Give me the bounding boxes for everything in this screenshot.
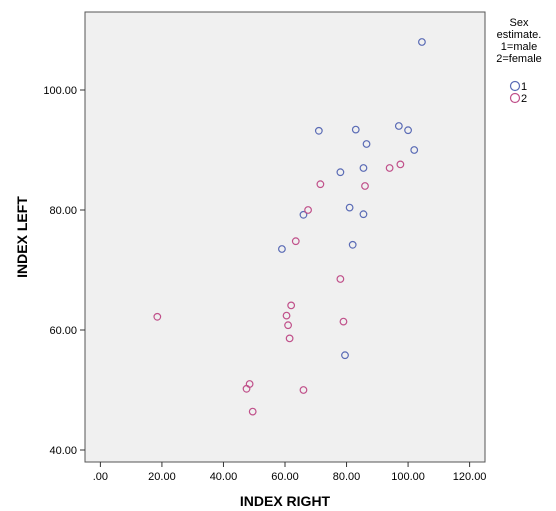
legend-label-series-2: 2 [521, 93, 527, 105]
x-tick-label: 120.00 [453, 471, 487, 483]
y-tick-label: 80.00 [49, 205, 77, 217]
legend-title-line: Sex [510, 17, 529, 29]
data-points [153, 38, 426, 416]
data-point-series-1 [418, 38, 426, 46]
y-axis: 40.00 60.00 80.00 100.00 [43, 85, 85, 457]
data-point-series-2 [304, 206, 312, 214]
data-point-series-2 [385, 164, 394, 172]
data-point-series-2 [153, 312, 162, 321]
x-tick-label: 80.00 [333, 471, 361, 483]
data-point-series-1 [394, 122, 403, 130]
data-point-series-1 [359, 210, 368, 219]
x-tick-label: 60.00 [271, 471, 299, 483]
data-point-series-2 [248, 407, 257, 416]
data-point-series-1 [351, 125, 360, 134]
y-tick-label: 100.00 [43, 85, 77, 97]
x-tick-label: 100.00 [391, 471, 425, 483]
legend-marker-series-1 [509, 80, 521, 92]
y-tick-label: 60.00 [49, 325, 77, 337]
data-point-series-1 [314, 126, 323, 135]
data-point-series-1 [299, 210, 308, 219]
data-point-series-2 [242, 384, 251, 393]
y-tick-label: 40.00 [49, 445, 77, 457]
data-point-series-2 [361, 182, 369, 190]
x-tick-label: .00 [93, 471, 108, 483]
x-axis: .00 20.00 40.00 60.00 80.00 100.00 120.00 [93, 462, 487, 483]
data-point-series-1 [345, 203, 354, 212]
data-point-series-2 [336, 275, 345, 283]
legend-marker-series-2 [509, 92, 521, 104]
data-point-series-2 [282, 311, 291, 320]
legend-title-line: estimate. [497, 29, 542, 41]
data-point-series-2 [285, 334, 294, 343]
data-point-series-1 [348, 240, 357, 249]
data-point-series-2 [339, 317, 348, 326]
data-point-series-2 [299, 386, 308, 394]
data-point-series-2 [316, 180, 325, 189]
data-point-series-1 [404, 126, 412, 135]
y-axis-title: INDEX LEFT [14, 196, 30, 278]
legend-title-line: 1=male [501, 41, 537, 53]
plot-area [84, 11, 486, 463]
data-point-series-1 [362, 140, 371, 148]
x-tick-label: 40.00 [210, 471, 238, 483]
x-tick-label: 20.00 [148, 471, 176, 483]
data-point-series-1 [278, 245, 286, 253]
data-point-series-1 [359, 164, 368, 172]
legend-title-line: 2=female [496, 53, 542, 65]
data-point-series-1 [341, 351, 349, 360]
data-point-series-2 [284, 321, 292, 330]
legend-label-series-1: 1 [521, 81, 527, 93]
data-point-series-1 [336, 168, 345, 177]
data-point-series-1 [410, 146, 419, 154]
data-point-series-2 [396, 160, 405, 169]
data-point-series-2 [291, 237, 300, 246]
data-point-series-2 [287, 301, 296, 310]
x-axis-title: INDEX RIGHT [240, 493, 331, 509]
